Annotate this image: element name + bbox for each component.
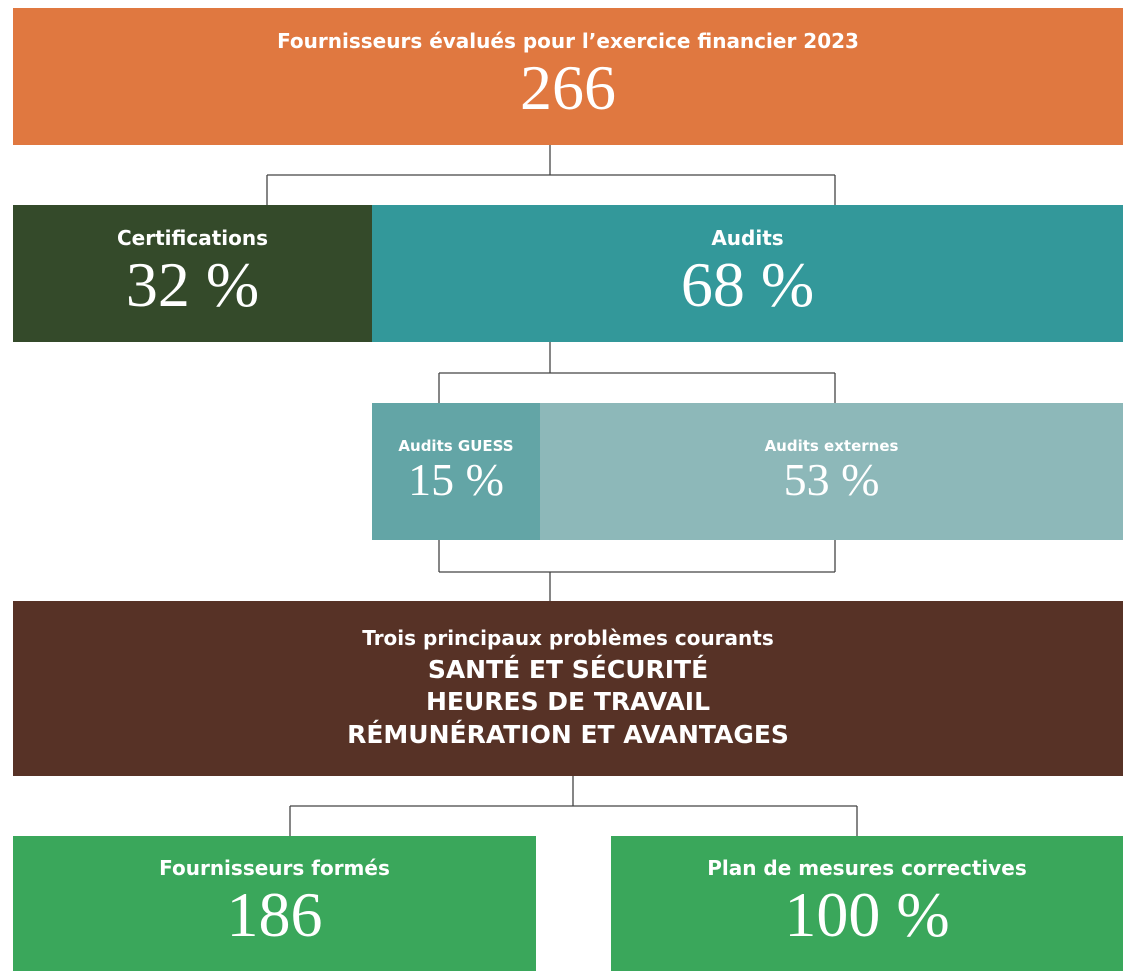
outcome-label: Plan de mesures correctives [707, 856, 1027, 881]
audits-external-box: Audits externes 53 % [540, 403, 1123, 540]
audit-label: Audits externes [764, 437, 899, 456]
issue-item: SANTÉ ET SÉCURITÉ [427, 654, 709, 684]
trained-box: Fournisseurs formés 186 [13, 836, 536, 971]
audit-value: 53 % [783, 454, 880, 506]
header-box: Fournisseurs évalués pour l’exercice fin… [13, 8, 1123, 145]
outcome-label: Fournisseurs formés [159, 856, 390, 881]
issues-title: Trois principaux problèmes courants [362, 625, 774, 650]
branch-value: 32 % [125, 249, 260, 321]
certifications-box: Certifications 32 % [13, 205, 372, 342]
audits-guess-box: Audits GUESS 15 % [372, 403, 540, 540]
branch-label: Certifications [117, 226, 268, 251]
outcome-value: 100 % [784, 879, 950, 951]
issue-item: RÉMUNÉRATION ET AVANTAGES [347, 719, 789, 749]
branch-label: Audits [711, 226, 784, 251]
audits-box: Audits 68 % [372, 205, 1123, 342]
branch-value: 68 % [680, 249, 815, 321]
issues-box: Trois principaux problèmes courants SANT… [13, 601, 1123, 776]
issue-item: HEURES DE TRAVAIL [425, 687, 711, 717]
corrective-box: Plan de mesures correctives 100 % [611, 836, 1123, 971]
audit-label: Audits GUESS [398, 437, 514, 456]
header-title: Fournisseurs évalués pour l’exercice fin… [277, 29, 859, 54]
outcome-value: 186 [226, 879, 323, 951]
header-value: 266 [520, 52, 616, 124]
audit-value: 15 % [408, 454, 504, 506]
